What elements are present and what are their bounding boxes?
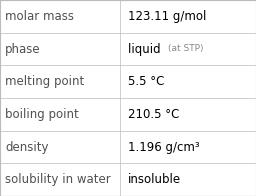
Text: boiling point: boiling point [5,108,79,121]
Text: 123.11 g/mol: 123.11 g/mol [128,10,206,23]
Text: melting point: melting point [5,75,84,88]
Text: insoluble: insoluble [128,173,181,186]
Text: (at STP): (at STP) [168,44,204,54]
Text: phase: phase [5,43,41,55]
Text: 5.5 °C: 5.5 °C [128,75,164,88]
Text: 210.5 °C: 210.5 °C [128,108,179,121]
Text: density: density [5,141,49,153]
Text: 1.196 g/cm³: 1.196 g/cm³ [128,141,200,153]
Text: molar mass: molar mass [5,10,74,23]
Text: solubility in water: solubility in water [5,173,111,186]
Text: liquid: liquid [128,43,168,55]
